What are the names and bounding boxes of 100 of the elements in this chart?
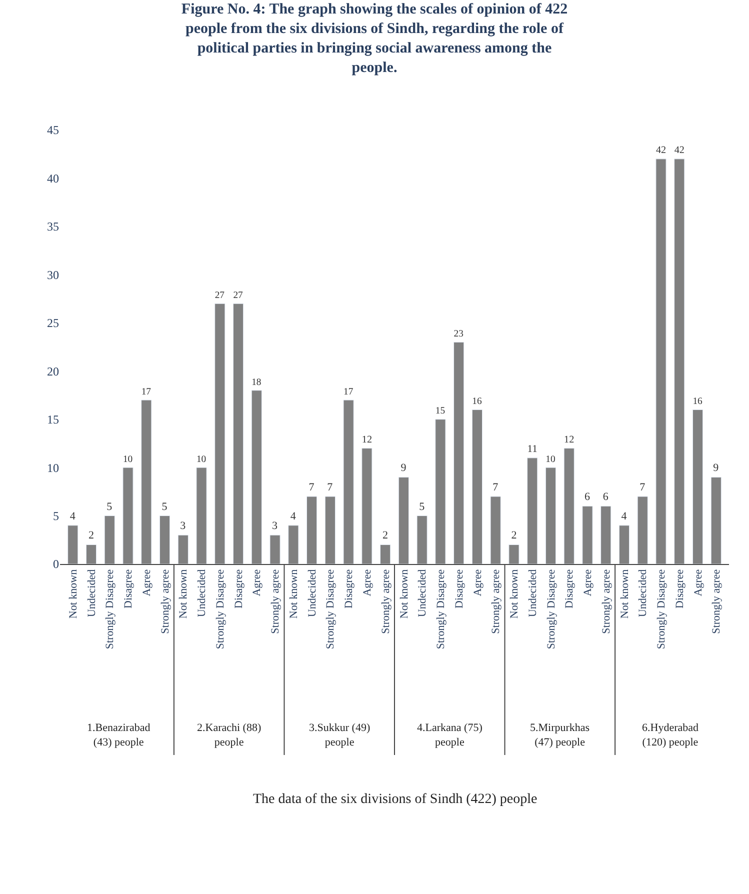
bar (196, 467, 207, 564)
bar (380, 544, 391, 564)
y-tick-label: 25 (47, 316, 59, 330)
x-tick-label: Strongly Disagree (214, 569, 226, 650)
data-label: 27 (214, 290, 225, 301)
bar (710, 476, 722, 564)
x-tick-label: Agree (582, 569, 594, 596)
x-tick-label: Strongly agree (270, 569, 282, 634)
data-label: 15 (435, 406, 446, 417)
data-label: 2 (88, 530, 94, 542)
bar (637, 496, 648, 564)
x-tick-label: Undecided (526, 568, 539, 618)
bar (232, 303, 244, 564)
data-label: 9 (400, 462, 407, 474)
bar (68, 525, 78, 564)
text: 4.Larkana (75) people (417, 722, 483, 748)
bar (398, 476, 409, 564)
bar (270, 534, 280, 564)
data-label: 5 (106, 500, 113, 513)
y-tick-label: 15 (47, 412, 59, 427)
data-label: 17 (344, 386, 354, 398)
x-tick-label: Strongly Disagree (656, 569, 668, 650)
bar (600, 506, 612, 564)
data-label: 5 (162, 500, 168, 513)
x-tick-label: Undecided (196, 568, 208, 618)
data-label: 17 (141, 386, 152, 398)
data-label: 7 (492, 481, 499, 494)
x-tick-label: Not known (398, 568, 410, 619)
x-tick-label: Undecided (86, 568, 98, 618)
data-label: 10 (196, 454, 206, 465)
data-label: 10 (546, 454, 556, 465)
bar (674, 158, 685, 564)
data-label: 3 (272, 520, 278, 532)
x-tick-label: Strongly agree (380, 569, 392, 634)
text: The data of the six divisions of Sindh (422) people (253, 792, 538, 807)
data-label: 23 (454, 328, 464, 340)
x-tick-label: Not known (67, 568, 80, 619)
x-tick-label: Not known (288, 568, 300, 619)
bar (86, 544, 97, 564)
x-tick-label: Strongly Disagree (545, 569, 558, 650)
y-tick-label: 0 (53, 557, 59, 572)
data-label: 4 (290, 510, 296, 522)
data-label: 16 (692, 396, 703, 408)
data-label: 12 (362, 434, 372, 446)
bar (122, 467, 134, 564)
bar (545, 467, 556, 564)
x-tick-label: Undecided (416, 568, 429, 618)
y-tick-label: 30 (47, 268, 59, 282)
x-tick-label: Disagree (674, 569, 686, 608)
bar (324, 496, 336, 564)
x-tick-label: Strongly agree (490, 569, 502, 634)
data-label: 7 (308, 481, 315, 494)
text: 6.Hyderabad (120) people (642, 722, 700, 748)
y-tick-label: 20 (47, 364, 59, 378)
bar (564, 448, 574, 564)
bar (454, 342, 464, 564)
chart-title: Figure No. 4: The graph showing the scales of opinion of 422 people from the six divisions of Sindh, regarding the role of political parties in bringing social awareness among the people. (181, 1, 568, 76)
bar (159, 516, 170, 564)
y-tick-label: 45 (47, 123, 59, 138)
data-label: 42 (656, 145, 666, 156)
data-label: 10 (122, 454, 133, 465)
bar (692, 409, 704, 564)
data-label: 18 (252, 376, 262, 388)
data-label: 42 (674, 145, 684, 156)
text: 1.Benazirabad (43) people (87, 722, 151, 748)
bar (582, 506, 593, 564)
bar (490, 496, 501, 564)
x-tick-label: Undecided (306, 568, 318, 618)
bar (656, 158, 666, 564)
data-label: 27 (233, 290, 244, 301)
x-tick-label: Strongly Disagree (324, 569, 337, 650)
data-label: 11 (527, 444, 538, 456)
data-label: 5 (419, 500, 426, 513)
x-tick-label: Disagree (232, 569, 245, 608)
x-tick-label: Agree (140, 569, 153, 596)
data-label: 16 (472, 396, 482, 408)
x-tick-label: Disagree (343, 569, 356, 608)
data-label: 7 (327, 481, 334, 494)
bar (306, 496, 318, 564)
bar (472, 409, 483, 564)
data-label: 7 (640, 481, 646, 494)
x-tick-label: Strongly Disagree (435, 569, 448, 650)
bar (343, 400, 354, 564)
bar (214, 303, 226, 564)
bar (416, 516, 428, 564)
x-tick-label: Agree (472, 569, 484, 596)
bar (527, 458, 538, 564)
bar (288, 525, 299, 564)
bar (618, 525, 630, 564)
x-tick-label: Not known (508, 568, 521, 619)
data-label: 4 (70, 510, 76, 522)
data-label: 3 (180, 520, 186, 532)
text: 5.Mirpurkhas (47) people (530, 722, 590, 748)
bar (435, 419, 446, 564)
bar (508, 544, 520, 564)
bar (362, 448, 372, 564)
x-tick-label: Not known (618, 568, 631, 619)
y-tick-label: 10 (47, 460, 59, 475)
x-tick-label: Strongly agree (710, 569, 723, 634)
x-tick-label: Strongly agree (159, 569, 172, 634)
